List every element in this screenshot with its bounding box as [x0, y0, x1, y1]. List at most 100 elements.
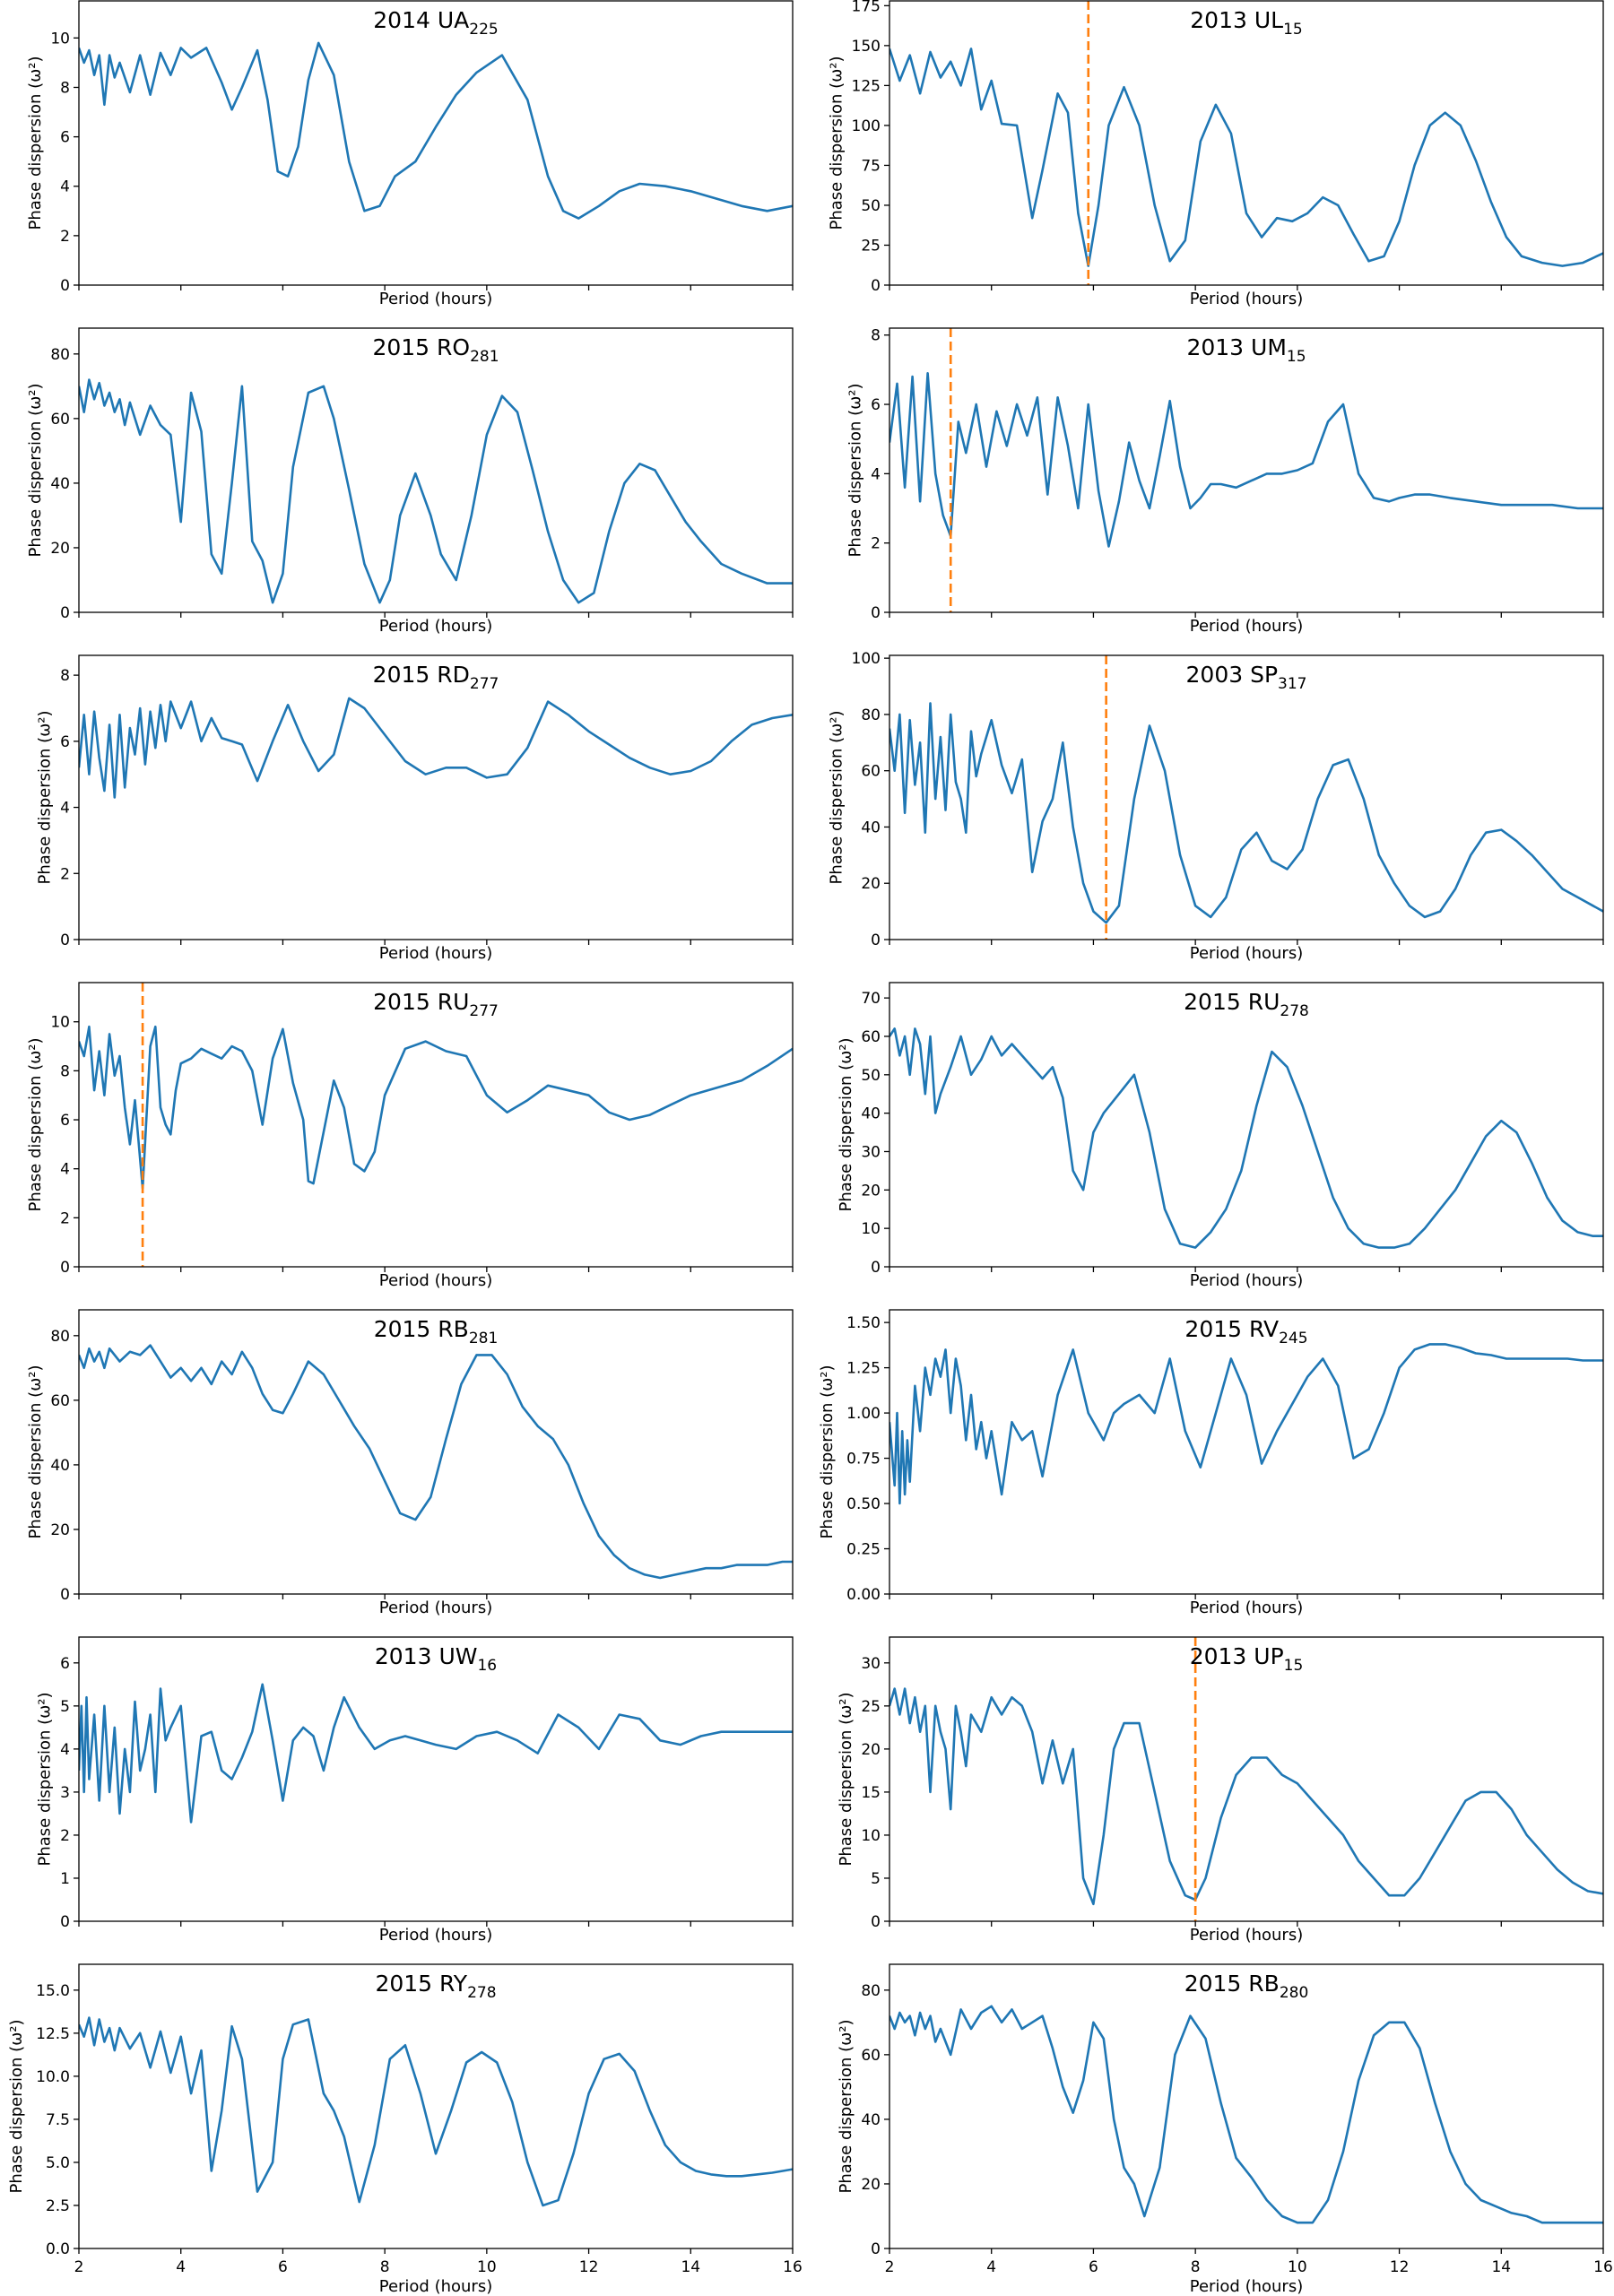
panel-13: 2 4 6 8 10 12 14 16 0 20 40 60 80 Period (hours) Phase… [837, 1963, 1613, 2296]
x-axis-label: Period (hours) [1190, 2277, 1304, 2296]
y-tick-label: 0 [60, 277, 70, 295]
x-tick-label: 16 [1593, 2258, 1613, 2276]
series-line [79, 1025, 793, 1190]
x-tick-label: 6 [278, 2258, 288, 2276]
y-tick-label: 2 [871, 535, 881, 553]
x-axis-label: Period (hours) [1190, 1271, 1304, 1290]
series-line [889, 1687, 1603, 1906]
panel-title: 2015 RU278 [1184, 989, 1309, 1020]
series-line [889, 371, 1603, 548]
y-axis-label: Phase dispersion (ω²) [828, 710, 846, 884]
x-tick-label: 8 [1191, 2258, 1201, 2276]
panel-12: 2 4 6 8 10 12 14 16 0.0 2.5 5.0 7.5 10.0 12.5 15.0 Peri… [7, 1963, 803, 2296]
x-tick-label: 8 [380, 2258, 390, 2276]
y-tick-label: 50 [861, 1067, 881, 1085]
y-tick-label: 1.50 [846, 1314, 881, 1332]
y-tick-label: 10 [861, 1220, 881, 1238]
y-tick-label: 5 [60, 1698, 70, 1716]
series-line [889, 1343, 1603, 1505]
y-tick-label: 4 [60, 800, 70, 818]
y-tick-label: 20 [861, 875, 881, 893]
series-line [889, 1027, 1603, 1249]
y-axis-label: Phase dispersion (ω²) [26, 1037, 45, 1211]
x-axis-label: Period (hours) [379, 1271, 493, 1290]
y-tick-label: 0.0 [46, 2240, 70, 2258]
series-line [889, 702, 1603, 924]
panel-11: 0 5 10 15 20 25 30 Period (hours) Phase dispersi… [837, 1636, 1604, 1945]
plot-frame [78, 0, 794, 286]
panel-title: 2015 RO281 [372, 334, 499, 366]
y-tick-label: 175 [852, 0, 881, 15]
y-tick-label: 15 [861, 1784, 881, 1802]
y-tick-label: 0 [60, 604, 70, 622]
plot-frame [78, 982, 794, 1268]
panel-3: 0 2 4 6 8 Period (hours) Phase dispersion (ω²)… [846, 327, 1604, 636]
y-tick-label: 10 [861, 1827, 881, 1845]
x-axis-label: Period (hours) [379, 617, 493, 636]
panel-6: 0 2 4 6 8 10 Period (hours) Phase dispersion (ω… [26, 982, 794, 1290]
x-tick-label: 4 [176, 2258, 186, 2276]
y-tick-label: 1.00 [846, 1405, 881, 1423]
y-tick-label: 40 [861, 819, 881, 836]
y-tick-label: 2 [60, 1209, 70, 1227]
plot-frame [889, 982, 1604, 1268]
panel-10: 0 1 2 3 4 5 6 Period (hours) Phase dispersion (ω… [36, 1636, 794, 1945]
plot-frame [889, 654, 1604, 940]
y-tick-label: 40 [50, 1457, 70, 1475]
plot-frame [78, 654, 794, 940]
panel-title: 2015 RB280 [1184, 1971, 1309, 2002]
y-tick-label: 0 [60, 931, 70, 949]
y-tick-label: 60 [861, 1028, 881, 1046]
y-axis-label: Phase dispersion (ω²) [36, 1692, 55, 1866]
y-axis-label: Phase dispersion (ω²) [26, 56, 45, 230]
y-tick-label: 60 [50, 1392, 70, 1410]
y-tick-label: 0.25 [846, 1541, 881, 1559]
y-tick-label: 40 [861, 1105, 881, 1123]
x-axis-label: Period (hours) [1190, 944, 1304, 963]
y-tick-label: 2 [60, 228, 70, 246]
y-tick-label: 20 [861, 2176, 881, 2194]
y-tick-label: 8 [60, 1062, 70, 1080]
y-tick-label: 0 [871, 1259, 881, 1277]
panel-title: 2013 UM15 [1186, 334, 1306, 366]
y-tick-label: 70 [861, 990, 881, 1008]
y-tick-label: 2.5 [46, 2197, 70, 2215]
y-tick-label: 7.5 [46, 2111, 70, 2129]
panel-title: 2015 RB281 [374, 1316, 499, 1347]
y-tick-label: 75 [861, 157, 881, 175]
y-tick-label: 30 [861, 1655, 881, 1673]
y-tick-label: 0 [871, 1913, 881, 1931]
series-line [79, 1683, 793, 1824]
y-tick-label: 60 [861, 2047, 881, 2065]
y-tick-label: 5 [871, 1870, 881, 1888]
y-tick-label: 6 [60, 1655, 70, 1673]
y-tick-label: 6 [60, 733, 70, 751]
panel-8: 0 20 40 60 80 Period (hours) Phase dispersion … [26, 1309, 794, 1617]
y-tick-label: 0 [871, 604, 881, 622]
panel-title: 2013 UL15 [1190, 7, 1302, 39]
panel-title: 2015 RY278 [375, 1971, 496, 2002]
y-tick-label: 4 [60, 178, 70, 196]
panel-4: 0 2 4 6 8 Period (hours) Phase dispersion (ω²)… [36, 654, 794, 963]
y-tick-label: 0 [871, 931, 881, 949]
y-tick-label: 0 [871, 277, 881, 295]
plot-frame [889, 0, 1604, 286]
y-tick-label: 20 [50, 540, 70, 558]
y-tick-label: 0.75 [846, 1451, 881, 1469]
panel-title: 2013 UW16 [375, 1643, 497, 1675]
y-tick-label: 2 [60, 1827, 70, 1845]
panel-title: 2013 UP15 [1190, 1643, 1304, 1675]
y-tick-label: 6 [60, 129, 70, 147]
y-tick-label: 8 [60, 79, 70, 97]
y-tick-label: 50 [861, 197, 881, 215]
x-tick-label: 2 [74, 2258, 84, 2276]
y-tick-label: 1.25 [846, 1360, 881, 1378]
x-axis-label: Period (hours) [379, 1926, 493, 1945]
x-axis-label: Period (hours) [1190, 617, 1304, 636]
x-tick-label: 12 [579, 2258, 599, 2276]
y-tick-label: 40 [50, 475, 70, 493]
panel-1: 0 25 50 75 100 125 150 175 Period (hours) Phase d… [828, 0, 1604, 308]
x-axis-label: Period (hours) [1190, 1926, 1304, 1945]
y-tick-label: 100 [852, 117, 881, 135]
y-tick-label: 4 [60, 1161, 70, 1179]
